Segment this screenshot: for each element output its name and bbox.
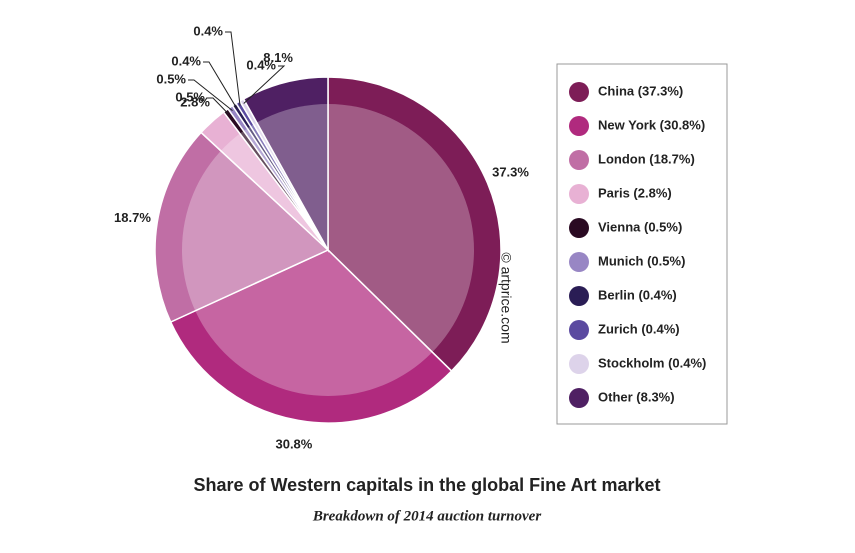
- pie-slice: [242, 76, 329, 253]
- legend-swatch: [569, 82, 589, 102]
- data-label: 8.1%: [263, 50, 293, 65]
- legend-swatch: [569, 286, 589, 306]
- data-label: 30.8%: [275, 436, 312, 451]
- legend-label: Other (8.3%): [598, 389, 675, 404]
- chart-subtitle: Breakdown of 2014 auction turnover: [312, 508, 542, 524]
- legend-swatch: [569, 252, 589, 272]
- legend-swatch: [569, 184, 589, 204]
- inner-highlight: [182, 104, 474, 396]
- legend-label: Paris (2.8%): [598, 185, 672, 200]
- data-label: 0.4%: [171, 53, 201, 68]
- data-label: 37.3%: [492, 165, 529, 180]
- legend-swatch: [569, 116, 589, 136]
- legend-label: New York (30.8%): [598, 117, 705, 132]
- legend-label: Munich (0.5%): [598, 253, 685, 268]
- legend-label: London (18.7%): [598, 151, 695, 166]
- legend-swatch: [569, 354, 589, 374]
- watermark: © artprice.com: [498, 252, 514, 343]
- legend-label: Stockholm (0.4%): [598, 355, 706, 370]
- data-label: 0.4%: [193, 23, 223, 38]
- data-label: 0.5%: [156, 71, 186, 86]
- data-label: 0.5%: [175, 89, 205, 104]
- legend-swatch: [569, 388, 589, 408]
- data-label: 2.8%: [180, 95, 210, 110]
- leader-line: [188, 79, 233, 111]
- chart-title: Share of Western capitals in the global …: [193, 475, 660, 495]
- legend-label: Zurich (0.4%): [598, 321, 680, 336]
- legend-label: Berlin (0.4%): [598, 287, 677, 302]
- data-label: 0.4%: [246, 57, 276, 72]
- legend-swatch: [569, 150, 589, 170]
- leader-line: [243, 65, 286, 104]
- pie-slice: [327, 76, 502, 373]
- legend-swatch: [569, 218, 589, 238]
- pie-slice: [169, 249, 453, 424]
- legend-swatch: [569, 320, 589, 340]
- legend-label: Vienna (0.5%): [598, 219, 682, 234]
- pie-slice: [154, 131, 330, 323]
- legend-label: China (37.3%): [598, 83, 683, 98]
- leader-line: [207, 97, 229, 114]
- leader-line: [203, 61, 237, 109]
- data-label: 18.7%: [114, 210, 151, 225]
- leader-line: [225, 31, 241, 106]
